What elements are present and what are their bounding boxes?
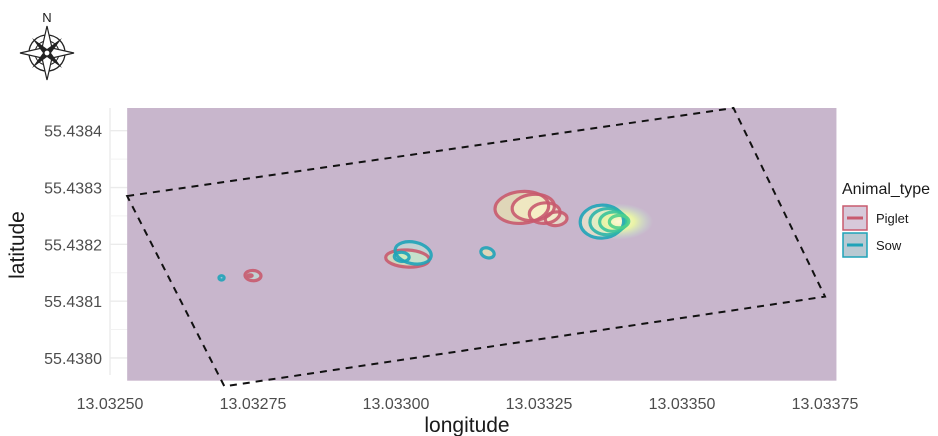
compass-north-label: N xyxy=(42,10,51,25)
plot-background-region xyxy=(127,108,837,381)
compass-rose-icon: N xyxy=(19,10,75,81)
background-rectangle xyxy=(127,108,837,381)
legend: Animal_type Piglet Sow xyxy=(842,181,930,258)
y-tick-label: 55.4383 xyxy=(44,181,102,198)
enclosure-boundary xyxy=(125,106,827,388)
x-tick-label: 13.03275 xyxy=(220,396,287,413)
y-tick-label: 55.4380 xyxy=(44,351,102,368)
y-axis-title: latitude xyxy=(6,211,29,279)
x-tick-label: 13.03300 xyxy=(363,396,430,413)
contour-series-sow xyxy=(217,203,631,282)
contour-line-sow xyxy=(578,203,626,240)
x-tick-label: 13.03350 xyxy=(649,396,716,413)
contour-line-piglet xyxy=(493,189,551,226)
contour-series-piglet xyxy=(243,189,569,283)
x-tick-label: 13.03325 xyxy=(506,396,573,413)
y-tick-label: 55.4384 xyxy=(44,124,102,141)
legend-label-sow: Sow xyxy=(876,238,902,253)
legend-item-sow: Sow xyxy=(842,232,902,258)
contour-line-piglet xyxy=(243,268,263,283)
y-tick-label: 55.4382 xyxy=(44,237,102,254)
contour-line-sow xyxy=(588,206,627,237)
y-tick-label: 55.4381 xyxy=(44,294,102,311)
contour-line-sow xyxy=(217,274,226,282)
contour-line-piglet xyxy=(543,210,569,228)
legend-title: Animal_type xyxy=(842,181,930,198)
x-axis-title: longitude xyxy=(424,414,509,436)
x-axis-ticks: 13.03250 13.03275 13.03300 13.03325 13.03350… xyxy=(77,396,859,413)
contour-line-sow xyxy=(607,213,631,230)
contour-line-sow xyxy=(392,250,411,264)
contour-line-sow xyxy=(393,240,433,266)
contour-line-sow xyxy=(598,210,629,233)
contour-line-piglet xyxy=(246,273,254,278)
legend-label-piglet: Piglet xyxy=(876,211,909,226)
density-peak-region xyxy=(585,203,654,240)
contour-line-sow xyxy=(479,246,496,260)
y-axis-ticks: 55.4380 55.4381 55.4382 55.4383 55.4384 xyxy=(44,124,102,368)
contour-layer xyxy=(217,189,631,283)
boundary-polygon xyxy=(125,106,827,388)
x-tick-label: 13.03250 xyxy=(77,396,144,413)
legend-item-piglet: Piglet xyxy=(842,205,909,231)
x-tick-label: 13.03375 xyxy=(792,396,859,413)
